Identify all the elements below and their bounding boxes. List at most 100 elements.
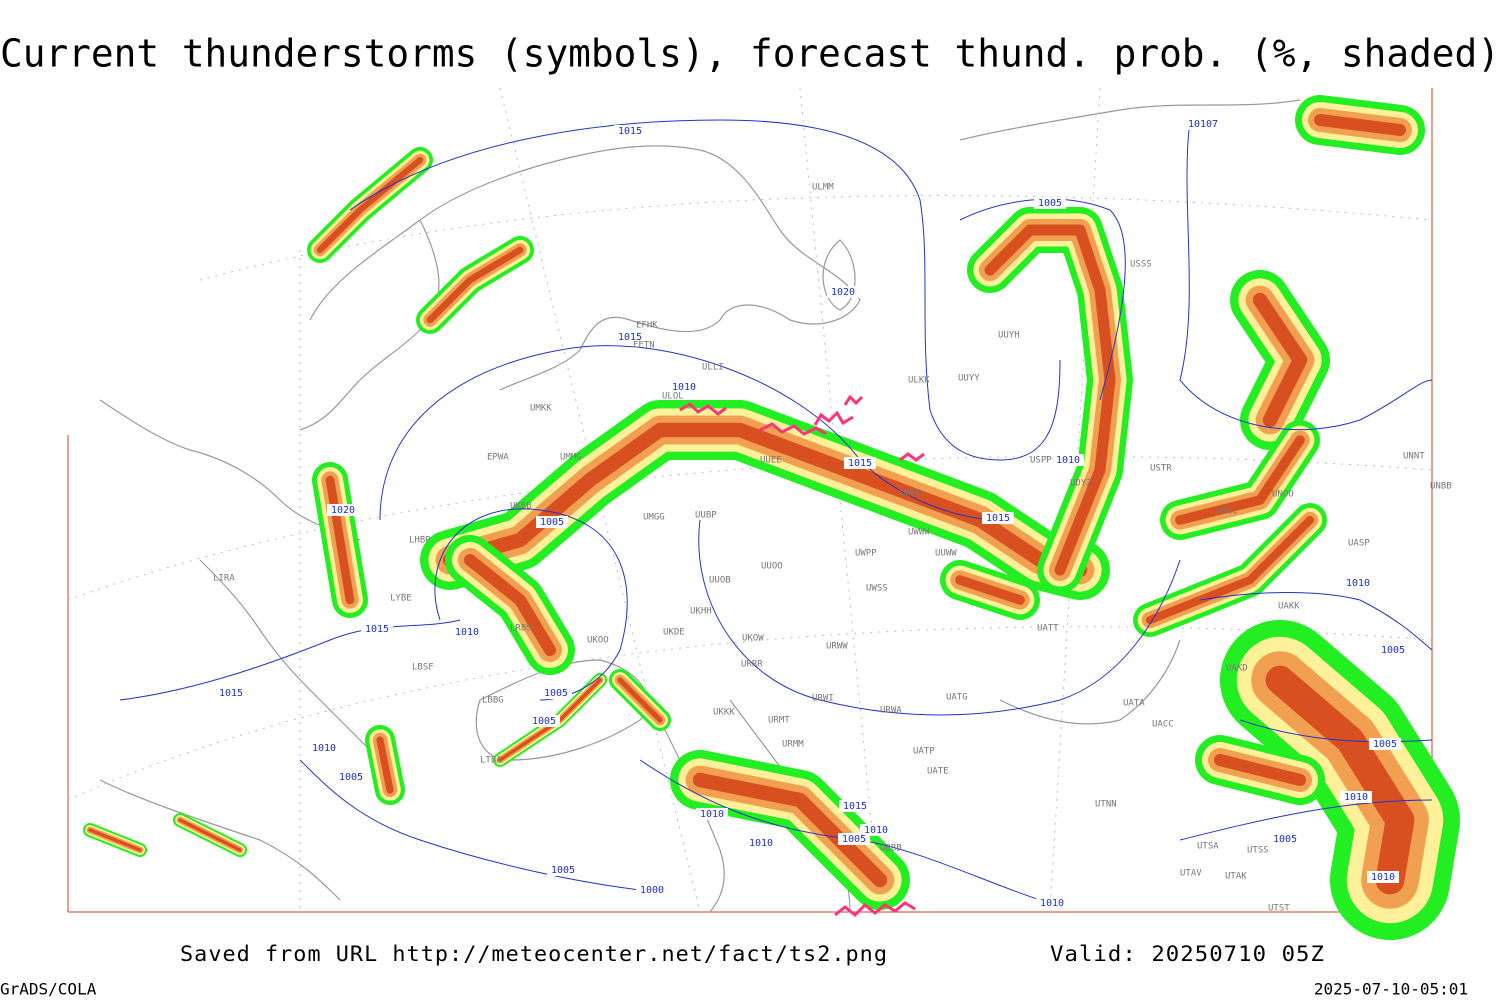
station-label: UACC: [1152, 720, 1174, 730]
station-label: UBBB: [880, 844, 902, 854]
station-label: LTBA: [480, 756, 502, 766]
isobar-label-bg: [528, 715, 560, 727]
isobar-label-bg: [668, 381, 700, 393]
map-labels: 1015102010151010100510107101010151015102…: [213, 118, 1452, 914]
isobar-label-bg: [1052, 454, 1084, 466]
coastline: [99, 399, 361, 541]
isobar-label-bg: [540, 687, 572, 699]
coastline: [309, 145, 861, 391]
station-label: UUOB: [709, 576, 731, 586]
isobar: [1179, 799, 1433, 841]
probability-band: [1252, 292, 1308, 428]
probability-band: [376, 736, 394, 794]
isobar-label-bg: [1034, 197, 1066, 209]
station-label: UKHH: [690, 607, 712, 617]
station-label: UATG: [946, 693, 968, 703]
isobar-label: 1005: [544, 688, 568, 699]
isobar-label: 1005: [339, 772, 363, 783]
station-label: UTNN: [1095, 800, 1117, 810]
probability-band: [426, 246, 524, 324]
probability-band: [325, 475, 355, 605]
isobar-label-bg: [696, 808, 728, 820]
isobar-label-bg: [536, 516, 568, 528]
isobar-label: 1015: [848, 458, 872, 469]
isobar-label-bg: [839, 800, 871, 812]
isobar-label: 1015: [618, 332, 642, 343]
storm-symbol: [813, 410, 854, 426]
station-label: ULLI: [702, 363, 724, 373]
station-label: LBSF: [412, 663, 434, 673]
station-label: EPWA: [487, 453, 509, 463]
isobar-label: 1015: [986, 513, 1010, 524]
probability-band: [316, 156, 424, 254]
station-label: ULKK: [908, 376, 930, 386]
isobar-label: 1015: [219, 688, 243, 699]
isobar-label: 1010: [455, 627, 479, 638]
isobar-label-bg: [215, 687, 247, 699]
station-label: URMM: [782, 740, 804, 750]
station-label: UTST: [1268, 904, 1290, 914]
station-label: UATE: [927, 767, 949, 777]
storm-symbol: [899, 452, 925, 462]
probability-band: [984, 224, 1116, 576]
isobar: [959, 198, 1126, 401]
valid-time: Valid: 20250710 05Z: [1050, 942, 1325, 966]
station-label: UNNT: [1403, 452, 1425, 462]
station-label: URMT: [768, 716, 790, 726]
coastline: [822, 239, 856, 311]
isobar-label: 1005: [551, 865, 575, 876]
isobar-label-bg: [361, 623, 393, 635]
station-label: URWW: [826, 642, 848, 652]
station-label: UWSS: [866, 584, 888, 594]
station-label: UATP: [913, 747, 935, 757]
isobar-label-bg: [838, 833, 870, 845]
isobar-label-bg: [614, 125, 646, 137]
isobar-label: 1010: [1040, 898, 1064, 909]
station-label: EFHK: [636, 321, 658, 331]
probability-band: [442, 422, 1088, 578]
station-label: UATA: [1123, 699, 1145, 709]
storm-symbol: [759, 422, 827, 436]
coastline: [199, 559, 381, 761]
isobar-label-bg: [327, 504, 359, 516]
station-label: USSS: [1130, 260, 1152, 270]
probability-band: [178, 818, 242, 852]
station-label: UKKK: [713, 708, 735, 718]
station-label: UKBB: [510, 502, 532, 512]
isobar-label: 1020: [831, 287, 855, 298]
thunderstorm-symbols: [679, 394, 925, 918]
isobar-label-bg: [547, 864, 579, 876]
station-label: UUYH: [998, 331, 1020, 341]
coastline: [999, 639, 1181, 725]
isobar-label: 1015: [365, 624, 389, 635]
station-label: UKDE: [663, 628, 685, 638]
storm-symbol: [834, 901, 916, 918]
coastline: [99, 779, 341, 901]
isobar-label: 1010: [1346, 578, 1370, 589]
isobar-label-bg: [745, 837, 777, 849]
probability-band: [1175, 435, 1305, 525]
probability-band: [1314, 114, 1406, 136]
isobar-label: 1020: [331, 505, 355, 516]
station-label: UKOW: [742, 634, 764, 644]
isobar-label: 1005: [1381, 645, 1405, 656]
probability-band: [1145, 515, 1315, 625]
coastline: [959, 99, 1301, 141]
station-label: UMGG: [643, 513, 665, 523]
station-label: UMKK: [530, 404, 552, 414]
isobar-label: 1015: [618, 126, 642, 137]
station-label: ULMM: [812, 183, 834, 193]
station-label: UWPP: [855, 549, 877, 559]
station-label: UTSS: [1247, 846, 1269, 856]
station-label: LBBG: [482, 696, 504, 706]
isobar-label: 1015: [843, 801, 867, 812]
station-label: UUOO: [761, 562, 783, 572]
isobar: [349, 119, 1061, 461]
isobar-label: 1005: [532, 716, 556, 727]
isobar-label-bg: [982, 512, 1014, 524]
isobar-label: 1005: [540, 517, 564, 528]
probability-band: [617, 677, 663, 723]
isobar-label: 1005: [1038, 198, 1062, 209]
isobar-label: 1010: [1344, 792, 1368, 803]
